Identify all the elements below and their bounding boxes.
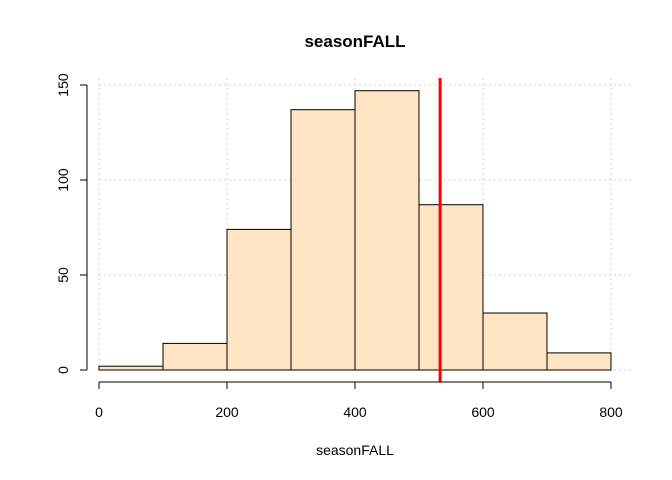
x-tick-label: 200	[215, 404, 239, 420]
y-tick-label: 50	[55, 267, 71, 283]
x-axis-label: seasonFALL	[316, 442, 394, 458]
histogram-bar	[482, 312, 548, 371]
x-tick-label: 800	[599, 404, 623, 420]
bars	[98, 90, 612, 371]
histogram-bar	[546, 352, 612, 371]
x-tick-label: 600	[471, 404, 495, 420]
x-axis: 0 200 400 600 800	[95, 381, 623, 420]
histogram-bar	[290, 109, 356, 371]
y-tick-label: 150	[55, 73, 71, 97]
y-axis: 0 50 100 150	[55, 73, 88, 374]
y-tick-label: 0	[55, 366, 71, 374]
histogram-bar	[418, 204, 484, 371]
histogram-bar	[226, 228, 292, 371]
y-tick-label: 100	[55, 168, 71, 192]
x-tick-label: 400	[343, 404, 367, 420]
histogram-bar	[98, 365, 164, 371]
histogram-bar	[354, 90, 420, 371]
chart-title: seasonFALL	[304, 32, 405, 51]
histogram-bar	[162, 342, 228, 371]
x-tick-label: 0	[95, 404, 103, 420]
